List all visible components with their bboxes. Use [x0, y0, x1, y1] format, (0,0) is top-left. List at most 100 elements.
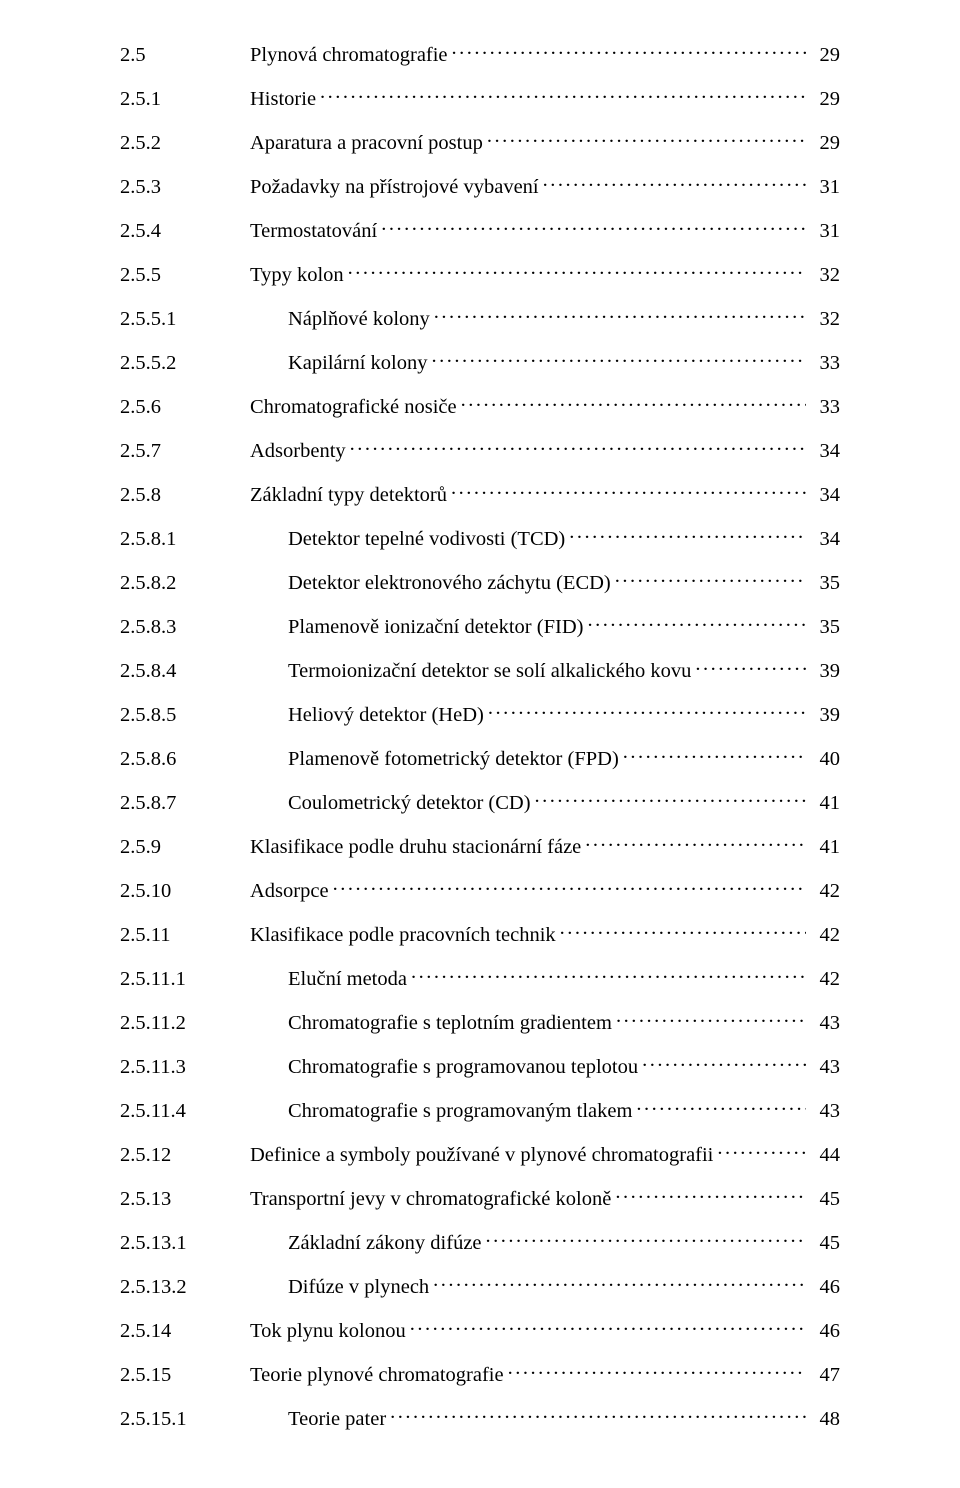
toc-leader-dots	[452, 40, 806, 61]
toc-entry-page: 34	[806, 441, 840, 462]
toc-entry: 2.5.5.2Kapilární kolony33	[120, 348, 840, 373]
toc-entry-number: 2.5.11.3	[120, 1057, 288, 1078]
toc-entry-page: 33	[806, 353, 840, 374]
toc-entry-title: Základní typy detektorů	[250, 485, 451, 506]
toc-entry-title: Detektor tepelné vodivosti (TCD)	[288, 529, 569, 550]
toc-leader-dots	[390, 1404, 806, 1425]
toc-entry-title: Plamenově fotometrický detektor (FPD)	[288, 749, 623, 770]
toc-entry-page: 42	[806, 925, 840, 946]
toc-entry-title: Náplňové kolony	[288, 309, 434, 330]
toc-entry-number: 2.5.8.4	[120, 661, 288, 682]
toc-entry-title: Coulometrický detektor (CD)	[288, 793, 535, 814]
toc-entry-page: 41	[806, 793, 840, 814]
toc-leader-dots	[695, 656, 806, 677]
toc-entry-number: 2.5.13.1	[120, 1233, 288, 1254]
toc-entry: 2.5.13.1Základní zákony difúze 45	[120, 1228, 840, 1253]
toc-leader-dots	[717, 1140, 806, 1161]
toc-entry-title: Chromatografie s programovaným tlakem	[288, 1101, 636, 1122]
toc-entry-title: Základní zákony difúze	[288, 1233, 486, 1254]
toc-entry: 2.5.11.2Chromatografie s teplotním gradi…	[120, 1008, 840, 1033]
toc-entry-title: Požadavky na přístrojové vybavení	[250, 177, 543, 198]
toc-entry-number: 2.5.7	[120, 441, 250, 462]
toc-leader-dots	[543, 172, 806, 193]
toc-entry-title: Termostatování	[250, 221, 381, 242]
toc-leader-dots	[488, 700, 806, 721]
toc-entry: 2.5.8.3Plamenově ionizační detektor (FID…	[120, 612, 840, 637]
toc-entry: 2.5.8.7Coulometrický detektor (CD)41	[120, 788, 840, 813]
toc-entry-title: Aparatura a pracovní postup	[250, 133, 487, 154]
toc-entry-page: 34	[806, 529, 840, 550]
toc-entry-page: 43	[806, 1013, 840, 1034]
toc-entry-page: 46	[806, 1277, 840, 1298]
toc-entry: 2.5.11.1Eluční metoda42	[120, 964, 840, 989]
toc-entry-page: 35	[806, 573, 840, 594]
toc-entry-number: 2.5	[120, 45, 250, 66]
toc-entry: 2.5.8.1Detektor tepelné vodivosti (TCD)3…	[120, 524, 840, 549]
toc-entry-number: 2.5.5.1	[120, 309, 288, 330]
toc-entry-title: Detektor elektronového záchytu (ECD)	[288, 573, 615, 594]
toc-leader-dots	[410, 1316, 806, 1337]
toc-entry-number: 2.5.5	[120, 265, 250, 286]
toc-entry: 2.5.4Termostatování 31	[120, 216, 840, 241]
toc-entry: 2.5.13.2Difúze v plynech46	[120, 1272, 840, 1297]
toc-entry-number: 2.5.8.5	[120, 705, 288, 726]
toc-entry-page: 46	[806, 1321, 840, 1342]
toc-entry-number: 2.5.1	[120, 89, 250, 110]
toc-entry-title: Chromatografie s programovanou teplotou	[288, 1057, 642, 1078]
toc-entry-title: Klasifikace podle pracovních technik	[250, 925, 560, 946]
toc-leader-dots	[569, 524, 806, 545]
toc-entry-number: 2.5.6	[120, 397, 250, 418]
toc-entry: 2.5.8.2Detektor elektronového záchytu (E…	[120, 568, 840, 593]
toc-leader-dots	[615, 1184, 806, 1205]
toc-page: 2.5Plynová chromatografie29 2.5.1Historie…	[0, 0, 960, 1488]
toc-entry-page: 29	[806, 89, 840, 110]
toc-entry: 2.5.8Základní typy detektorů34	[120, 480, 840, 505]
toc-entry: 2.5.11.4Chromatografie s programovaným t…	[120, 1096, 840, 1121]
toc-entry-number: 2.5.4	[120, 221, 250, 242]
toc-entry-title: Tok plynu kolonou	[250, 1321, 410, 1342]
toc-entry-page: 44	[806, 1145, 840, 1166]
toc-entry: 2.5.8.4Termoionizační detektor se solí a…	[120, 656, 840, 681]
toc-entry: 2.5.1Historie29	[120, 84, 840, 109]
toc-entry-number: 2.5.15.1	[120, 1409, 288, 1430]
toc-entry: 2.5Plynová chromatografie29	[120, 40, 840, 65]
toc-leader-dots	[585, 832, 806, 853]
toc-entry-page: 43	[806, 1101, 840, 1122]
toc-entry-page: 42	[806, 881, 840, 902]
toc-entry-number: 2.5.14	[120, 1321, 250, 1342]
toc-leader-dots	[623, 744, 806, 765]
toc-entry-number: 2.5.10	[120, 881, 250, 902]
toc-leader-dots	[616, 1008, 806, 1029]
toc-entry-page: 42	[806, 969, 840, 990]
toc-leader-dots	[615, 568, 806, 589]
toc-leader-dots	[320, 84, 806, 105]
toc-entry-number: 2.5.13.2	[120, 1277, 288, 1298]
toc-entry: 2.5.14Tok plynu kolonou 46	[120, 1316, 840, 1341]
toc-entry-title: Chromatografické nosiče	[250, 397, 461, 418]
toc-entry-number: 2.5.8.6	[120, 749, 288, 770]
toc-leader-dots	[636, 1096, 806, 1117]
toc-entry-page: 32	[806, 265, 840, 286]
toc-leader-dots	[535, 788, 806, 809]
toc-entry-title: Adsorbenty	[250, 441, 350, 462]
toc-entry-number: 2.5.8.2	[120, 573, 288, 594]
toc-entry-page: 31	[806, 221, 840, 242]
toc-leader-dots	[642, 1052, 806, 1073]
toc-entry-title: Adsorpce	[250, 881, 333, 902]
toc-entry-page: 33	[806, 397, 840, 418]
toc-entry: 2.5.15.1Teorie pater48	[120, 1404, 840, 1429]
toc-entry-number: 2.5.8	[120, 485, 250, 506]
toc-entry: 2.5.6Chromatografické nosiče 33	[120, 392, 840, 417]
toc-leader-dots	[486, 1228, 806, 1249]
toc-entry-number: 2.5.11.4	[120, 1101, 288, 1122]
toc-entry-number: 2.5.2	[120, 133, 250, 154]
toc-entry-page: 32	[806, 309, 840, 330]
toc-entry: 2.5.5.1Náplňové kolony 32	[120, 304, 840, 329]
toc-entry-title: Eluční metoda	[288, 969, 411, 990]
toc-entry-page: 43	[806, 1057, 840, 1078]
toc-entry-title: Plamenově ionizační detektor (FID)	[288, 617, 587, 638]
toc-entry-title: Chromatografie s teplotním gradientem	[288, 1013, 616, 1034]
toc-entry-page: 45	[806, 1233, 840, 1254]
toc-leader-dots	[411, 964, 806, 985]
toc-entry-page: 39	[806, 705, 840, 726]
